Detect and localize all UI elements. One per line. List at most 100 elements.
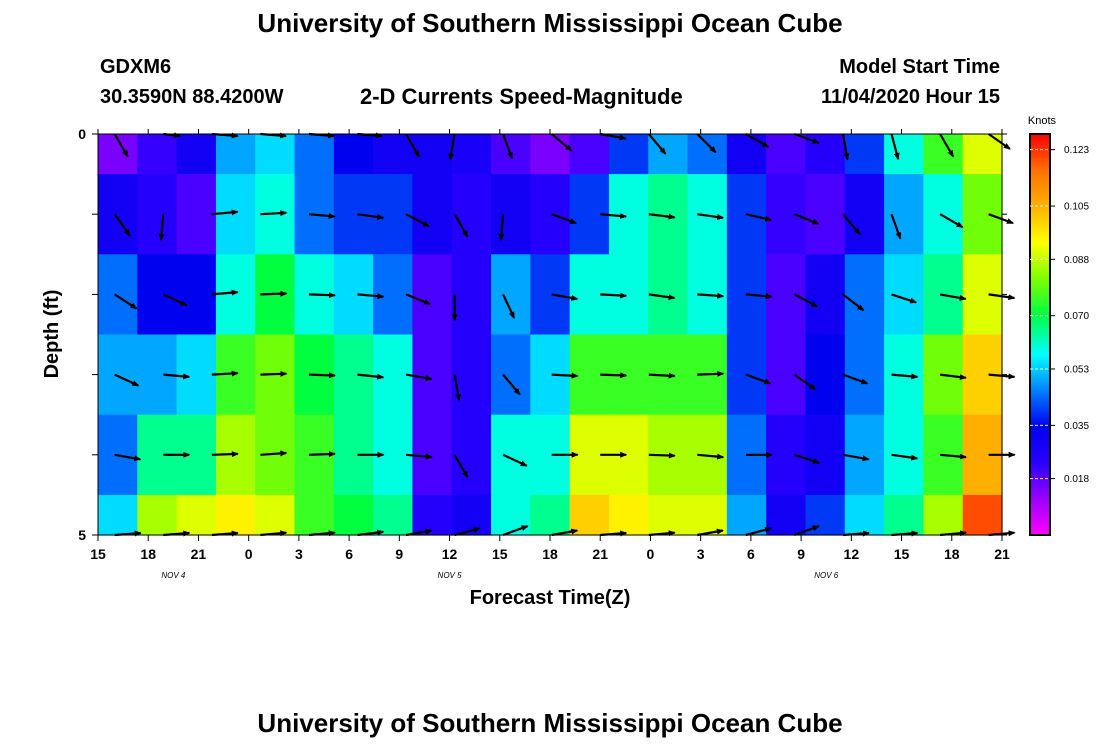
current-vector-arrow [697,292,725,299]
colorbar-tick-label: 0.035 [1064,421,1089,432]
current-vector-arrow [891,453,919,461]
heatmap-cell [844,134,885,175]
current-vector-arrow [551,293,579,301]
x-tick-label: 15 [90,546,106,562]
current-vector-arrow [551,528,579,537]
date-label: NOV 5 [438,571,463,580]
current-vector-arrow [260,450,288,457]
current-vector-arrow [745,133,770,148]
heatmap-cell [962,494,1003,536]
heatmap-cell [530,494,571,536]
current-vector-arrow [745,213,773,222]
heatmap-cell [884,134,924,175]
current-vector-arrow [405,293,432,306]
heatmap-cell [766,414,807,496]
current-vector-arrow [158,214,165,242]
current-vector-arrow [357,529,385,537]
current-vector-arrow [405,453,433,460]
x-tick-label: 15 [492,546,508,562]
current-vector-arrow [842,453,870,462]
current-vector-arrow [648,372,676,379]
y-tick-label: 0 [78,126,86,142]
current-vector-arrow [308,451,336,458]
heatmap-cell [137,174,178,255]
heatmap-cell [884,254,924,336]
heatmap-cell [884,174,924,255]
current-vector-arrow [357,213,385,220]
heatmap-cell [844,254,885,336]
current-vector-arrow [498,214,505,242]
current-vector-arrow [794,453,821,464]
heatmap-cell [294,494,335,536]
heatmap-cell [451,494,492,536]
heatmap-cell [687,494,728,536]
current-vector-arrow [551,372,579,379]
current-vector-arrow [357,293,385,300]
heatmap-cell [294,134,335,175]
current-vector-arrow [697,528,724,537]
current-vector-arrow [163,373,191,380]
x-tick-label: 12 [442,546,458,562]
footer-title: University of Southern Mississippi Ocean… [257,708,843,738]
current-vector-arrow [260,210,288,217]
heatmap-cell [569,134,610,175]
current-vector-arrow [405,133,420,158]
x-tick-label: 21 [592,546,608,562]
current-vector-arrow [357,373,385,380]
heatmap-cell [491,414,531,496]
heatmap-cell [451,174,492,255]
heatmap-cell [333,494,374,536]
heatmap-cell [491,494,531,536]
current-vector-arrow [211,289,239,296]
current-vector-arrow [260,370,288,377]
heatmap-cell [176,494,217,536]
current-vector-arrow [745,526,772,537]
x-tick-label: 18 [140,546,156,562]
current-vector-arrow [939,373,967,381]
current-vector-arrow [890,213,902,240]
heatmap-cell [726,494,767,536]
heatmap-cell [176,334,217,416]
x-tick-label: 18 [944,546,960,562]
current-vector-arrow [841,133,850,161]
heatmap-cell [412,494,453,536]
current-vector-arrow [647,133,667,155]
heatmap-cell [530,254,571,336]
station-coordinates: 30.3590N 88.4200W [100,86,284,108]
current-vector-arrow [940,453,967,460]
station-id: GDXM6 [100,56,172,78]
current-vector-arrow [987,133,1011,150]
heatmap-cell [805,334,846,416]
current-vector-arrow [211,451,239,458]
current-vector-arrow [114,373,140,387]
heatmap-cell [805,174,846,255]
y-axis-label: Depth (ft) [41,290,63,379]
current-vector-arrow [697,453,725,460]
current-vector-arrow [448,133,456,161]
heatmap-cell [844,494,885,536]
heatmap-cell [451,414,492,496]
current-vector-arrow [453,374,462,402]
heatmap-cell [962,134,1003,175]
heatmap-cell [98,494,138,536]
current-vector-arrow [793,373,817,391]
chart-title: University of Southern Mississippi Ocean… [257,8,843,38]
current-vector-arrow [891,293,918,304]
heatmap-cell [412,254,453,336]
colorbar-tick-label: 0.123 [1064,145,1089,156]
current-vector-arrow [260,290,288,297]
current-vector-arrow [842,293,865,312]
current-vector-arrow [745,373,772,385]
current-vector-arrow [842,213,861,235]
current-vector-arrow [453,454,469,479]
x-tick-label: 0 [245,546,253,562]
current-vector-arrow [405,373,433,382]
current-vector-arrow [842,373,869,385]
heatmap-cell [137,134,178,175]
y-tick-label: 5 [78,527,86,543]
heatmap-cell [491,254,531,336]
x-tick-label: 12 [844,546,860,562]
heatmap-cell [962,174,1003,255]
current-vector-arrow [988,213,1014,225]
heatmap-cell [766,494,807,536]
